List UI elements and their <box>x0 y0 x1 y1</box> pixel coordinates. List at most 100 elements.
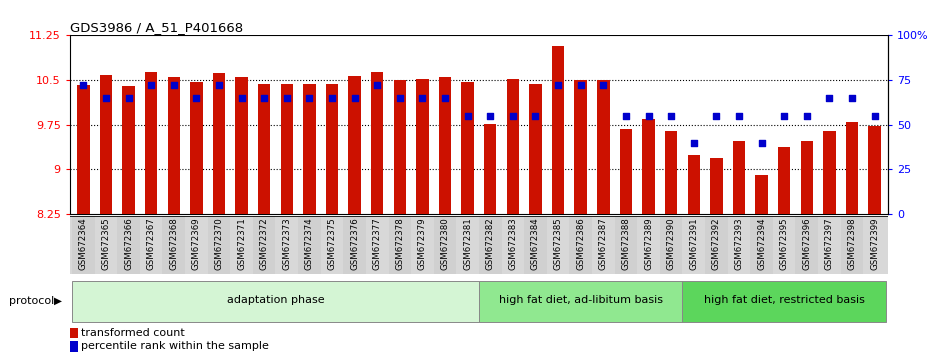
Text: GSM672375: GSM672375 <box>327 218 337 270</box>
Point <box>76 82 91 88</box>
Text: GSM672398: GSM672398 <box>847 218 857 270</box>
Bar <box>117 216 140 274</box>
Point <box>415 95 430 101</box>
Text: GSM672368: GSM672368 <box>169 218 179 270</box>
Text: GSM672376: GSM672376 <box>350 218 359 270</box>
Bar <box>659 216 683 274</box>
Point <box>754 140 769 145</box>
Bar <box>145 72 157 214</box>
Point <box>99 95 113 101</box>
Point <box>844 95 859 101</box>
Text: GSM672366: GSM672366 <box>124 218 133 270</box>
Bar <box>70 341 78 352</box>
Text: GSM672374: GSM672374 <box>305 218 314 270</box>
Text: GDS3986 / A_51_P401668: GDS3986 / A_51_P401668 <box>70 21 243 34</box>
Text: GSM672385: GSM672385 <box>553 218 563 270</box>
Text: GSM672370: GSM672370 <box>215 218 223 270</box>
Point <box>686 140 701 145</box>
Bar <box>501 216 525 274</box>
Bar <box>343 216 365 274</box>
Bar <box>525 216 547 274</box>
Bar <box>615 216 637 274</box>
Bar <box>190 82 203 214</box>
Point <box>166 82 181 88</box>
Point <box>302 95 317 101</box>
FancyBboxPatch shape <box>72 281 479 321</box>
Point <box>189 95 204 101</box>
Bar <box>365 216 389 274</box>
Bar <box>72 216 95 274</box>
Bar <box>303 84 315 214</box>
Point <box>551 82 565 88</box>
Bar <box>253 216 275 274</box>
Bar <box>411 216 433 274</box>
Point <box>234 95 249 101</box>
Text: GSM672382: GSM672382 <box>485 218 495 270</box>
Text: GSM672387: GSM672387 <box>599 218 608 270</box>
Point <box>370 82 385 88</box>
Bar <box>711 158 723 214</box>
Text: GSM672364: GSM672364 <box>79 218 87 270</box>
Text: GSM672384: GSM672384 <box>531 218 540 270</box>
Bar <box>281 84 293 214</box>
Point <box>799 113 814 119</box>
Bar <box>801 141 813 214</box>
Bar <box>457 216 479 274</box>
Bar <box>727 216 751 274</box>
Bar <box>433 216 457 274</box>
Bar <box>637 216 659 274</box>
Text: GSM672378: GSM672378 <box>395 218 405 270</box>
Point <box>257 95 272 101</box>
Bar <box>569 216 592 274</box>
Point <box>211 82 226 88</box>
Bar <box>755 176 768 214</box>
Bar <box>643 119 655 214</box>
Bar <box>393 80 406 214</box>
Bar <box>70 328 78 338</box>
Point <box>641 113 656 119</box>
Point <box>279 95 294 101</box>
Bar <box>507 79 519 214</box>
Point <box>144 82 159 88</box>
Text: GSM672391: GSM672391 <box>689 218 698 270</box>
Text: GSM672379: GSM672379 <box>418 218 427 270</box>
Point <box>438 95 453 101</box>
Bar <box>484 124 497 214</box>
Bar <box>235 77 247 214</box>
Bar <box>207 216 231 274</box>
Bar <box>751 216 773 274</box>
Text: high fat diet, ad-libitum basis: high fat diet, ad-libitum basis <box>498 295 663 305</box>
Text: GSM672389: GSM672389 <box>644 218 653 270</box>
Text: GSM672383: GSM672383 <box>509 218 517 270</box>
Text: GSM672394: GSM672394 <box>757 218 766 270</box>
Text: protocol: protocol <box>9 296 55 306</box>
Text: GSM672393: GSM672393 <box>735 218 743 270</box>
Text: ▶: ▶ <box>54 296 62 306</box>
Bar <box>123 86 135 214</box>
Text: GSM672388: GSM672388 <box>621 218 631 270</box>
FancyBboxPatch shape <box>683 281 886 321</box>
Bar <box>551 46 565 214</box>
Bar <box>213 73 225 214</box>
Bar <box>100 75 113 214</box>
Text: GSM672390: GSM672390 <box>667 218 675 270</box>
Bar <box>705 216 727 274</box>
Bar <box>167 76 180 214</box>
Point <box>664 113 679 119</box>
Text: GSM672372: GSM672372 <box>259 218 269 270</box>
Bar <box>389 216 411 274</box>
Bar <box>841 216 863 274</box>
FancyBboxPatch shape <box>479 281 683 321</box>
Point <box>121 95 136 101</box>
Bar <box>665 131 677 214</box>
Text: percentile rank within the sample: percentile rank within the sample <box>81 341 270 352</box>
Bar <box>773 216 795 274</box>
Bar <box>592 216 615 274</box>
Bar <box>275 216 299 274</box>
Text: GSM672373: GSM672373 <box>283 218 291 270</box>
Text: GSM672392: GSM672392 <box>711 218 721 270</box>
Point <box>573 82 588 88</box>
Bar <box>818 216 841 274</box>
Point <box>596 82 611 88</box>
Text: GSM672367: GSM672367 <box>147 218 155 270</box>
